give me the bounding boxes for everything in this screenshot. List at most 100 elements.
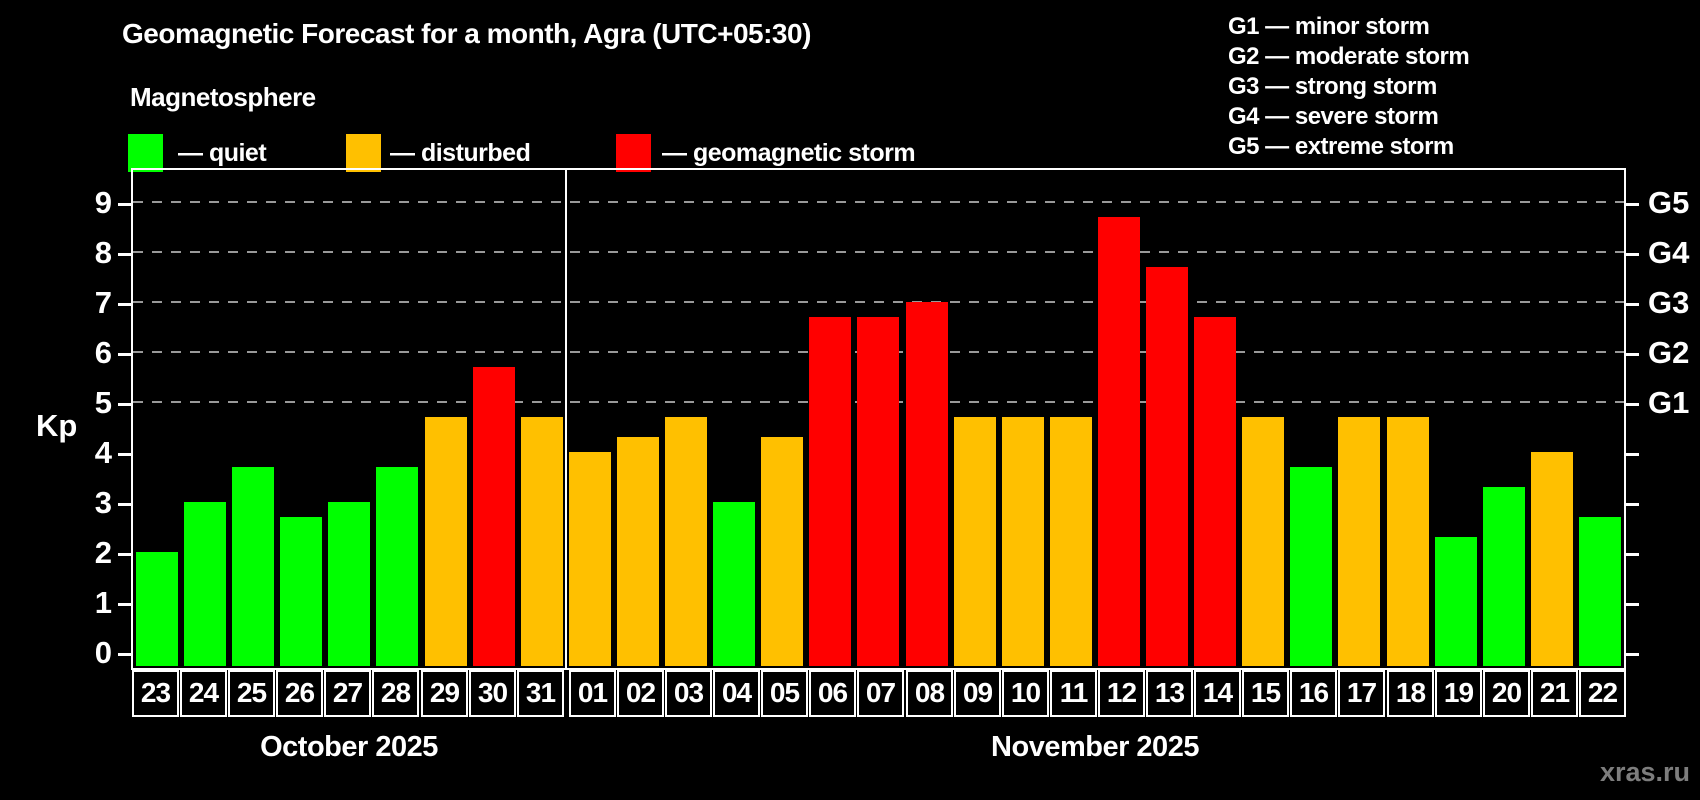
kp-bar — [328, 502, 370, 666]
kp-bar — [376, 467, 418, 666]
g-level-label: G5 — [1648, 185, 1690, 220]
page-title: Geomagnetic Forecast for a month, Agra (… — [122, 18, 811, 49]
kp-axis-title: Kp — [36, 408, 78, 443]
kp-tick — [118, 403, 131, 406]
g-level-gridline — [133, 251, 1624, 253]
kp-tick — [118, 653, 131, 656]
g-legend-line-g3: G3 — strong storm — [1228, 73, 1437, 100]
plot-area — [131, 168, 1626, 670]
kp-tick — [118, 453, 131, 456]
kp-tick-label: 8 — [94, 235, 112, 270]
kp-tick-label: 7 — [94, 285, 112, 320]
kp-bar — [473, 367, 515, 666]
kp-bar — [665, 417, 707, 666]
g-axis-tick — [1626, 303, 1639, 306]
g-level-label: G2 — [1648, 335, 1690, 370]
date-cell: 05 — [761, 670, 808, 717]
date-cell: 19 — [1435, 670, 1482, 717]
kp-tick — [118, 353, 131, 356]
kp-bar — [232, 467, 274, 666]
date-cell: 04 — [713, 670, 760, 717]
date-cell: 16 — [1290, 670, 1337, 717]
g-legend-line-g2: G2 — moderate storm — [1228, 43, 1470, 70]
g-legend-line-g5: G5 — extreme storm — [1228, 133, 1454, 160]
month-separator-line — [565, 170, 567, 668]
kp-bar — [521, 417, 563, 666]
date-cell: 21 — [1531, 670, 1578, 717]
date-cell: 26 — [276, 670, 323, 717]
kp-tick — [118, 603, 131, 606]
date-cell: 03 — [665, 670, 712, 717]
kp-tick — [118, 503, 131, 506]
g-axis-tick — [1626, 553, 1639, 556]
date-cell: 24 — [180, 670, 227, 717]
kp-tick-label: 9 — [94, 185, 112, 220]
kp-tick-label: 3 — [94, 485, 112, 520]
kp-bar — [1387, 417, 1429, 666]
kp-bar — [1483, 487, 1525, 666]
kp-bar — [1338, 417, 1380, 666]
kp-bar — [713, 502, 755, 666]
date-cell: 27 — [324, 670, 371, 717]
kp-tick-label: 1 — [94, 585, 112, 620]
legend-label-storm: — geomagnetic storm — [662, 139, 916, 167]
kp-tick-label: 4 — [94, 435, 112, 470]
month-label-november: November 2025 — [991, 731, 1199, 763]
g-axis-tick — [1626, 403, 1639, 406]
date-cell: 06 — [809, 670, 856, 717]
kp-tick — [118, 303, 131, 306]
kp-bar — [569, 452, 611, 666]
kp-tick — [118, 253, 131, 256]
magnetosphere-label: Magnetosphere — [130, 82, 316, 112]
kp-bar — [1290, 467, 1332, 666]
date-cell: 17 — [1338, 670, 1385, 717]
g-axis-tick — [1626, 353, 1639, 356]
date-cell: 13 — [1146, 670, 1193, 717]
kp-bar — [1242, 417, 1284, 666]
kp-bar — [1435, 537, 1477, 666]
date-cell: 11 — [1050, 670, 1097, 717]
g-legend-line-g4: G4 — severe storm — [1228, 103, 1439, 130]
quiet-swatch-icon — [128, 134, 163, 172]
g-axis-tick — [1626, 503, 1639, 506]
kp-bar — [1579, 517, 1621, 666]
g-axis-tick — [1626, 653, 1639, 656]
g-level-label: G1 — [1648, 385, 1690, 420]
kp-bar — [136, 552, 178, 666]
date-cell: 28 — [372, 670, 419, 717]
kp-bar — [1531, 452, 1573, 666]
kp-tick-label: 6 — [94, 335, 112, 370]
date-cell: 02 — [617, 670, 664, 717]
date-cell: 22 — [1579, 670, 1626, 717]
kp-bar — [1146, 267, 1188, 666]
date-cell: 18 — [1387, 670, 1434, 717]
date-cell: 12 — [1098, 670, 1145, 717]
date-cell: 10 — [1002, 670, 1049, 717]
date-cell: 14 — [1194, 670, 1241, 717]
kp-bar — [1194, 317, 1236, 666]
kp-tick-label: 0 — [94, 635, 112, 670]
storm-swatch-icon — [616, 134, 651, 172]
legend-label-disturbed: — disturbed — [390, 139, 531, 167]
kp-bar — [184, 502, 226, 666]
kp-bar — [1002, 417, 1044, 666]
kp-bar — [425, 417, 467, 666]
g-level-gridline — [133, 201, 1624, 203]
watermark: xras.ru — [1599, 757, 1690, 787]
month-label-october: October 2025 — [260, 731, 438, 763]
kp-bar — [1098, 217, 1140, 666]
date-cell: 25 — [228, 670, 275, 717]
kp-bar — [617, 437, 659, 666]
date-cell: 31 — [517, 670, 564, 717]
date-cell: 08 — [906, 670, 953, 717]
kp-bar — [906, 302, 948, 666]
kp-tick — [118, 553, 131, 556]
date-cell: 07 — [857, 670, 904, 717]
kp-bar — [809, 317, 851, 666]
date-cell: 23 — [132, 670, 179, 717]
kp-bar — [954, 417, 996, 666]
g-axis-tick — [1626, 603, 1639, 606]
g-scale-legend: G1 — minor storm G2 — moderate storm G3 … — [1228, 12, 1470, 162]
g-level-gridline — [133, 301, 1624, 303]
